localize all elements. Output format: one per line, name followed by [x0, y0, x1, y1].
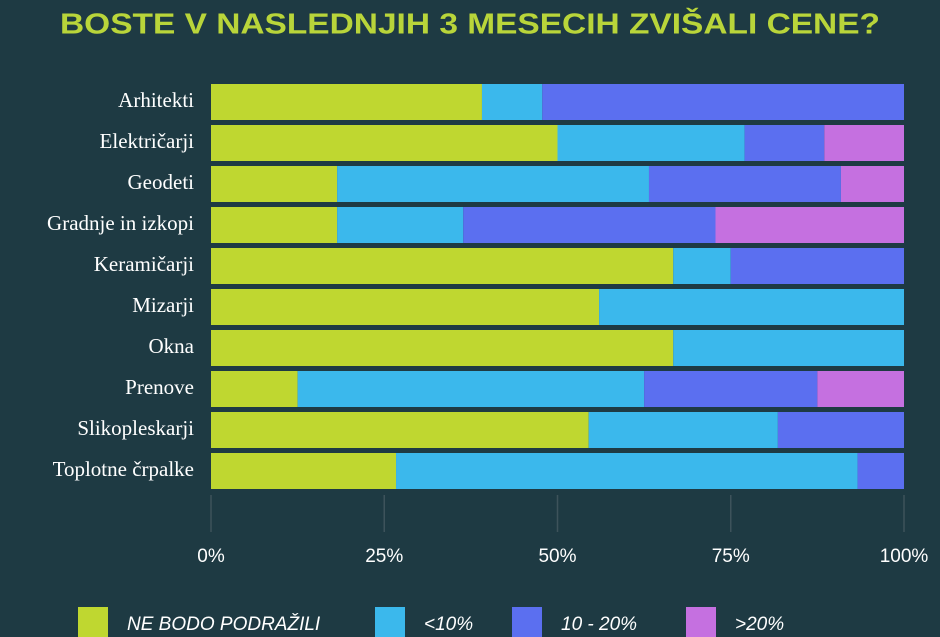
category-label: Arhitekti: [118, 88, 194, 112]
bar-segment: [715, 207, 904, 243]
bar-segment: [648, 166, 841, 202]
x-tick-label: 50%: [538, 546, 576, 567]
bar-segment: [463, 207, 716, 243]
category-label: Mizarji: [132, 293, 194, 317]
category-label: Slikopleskarji: [77, 416, 194, 440]
legend-label: >20%: [735, 614, 784, 635]
category-label: Toplotne črpalke: [53, 457, 194, 481]
chart-title: BOSTE V NASLEDNJIH 3 MESECIH ZVIŠALI CEN…: [60, 7, 880, 41]
legend-swatch: [686, 607, 716, 637]
bar-segment: [817, 371, 904, 407]
x-tick-label: 25%: [365, 546, 403, 567]
bar-segment: [673, 330, 904, 366]
bar-segment: [211, 207, 338, 243]
legend-swatch: [78, 607, 108, 637]
bar-segment: [297, 371, 645, 407]
category-label: Okna: [149, 334, 195, 358]
bar-segment: [211, 453, 397, 489]
bar-segment: [777, 412, 904, 448]
category-label: Prenove: [125, 375, 194, 399]
bar-segment: [557, 125, 745, 161]
category-label: Keramičarji: [94, 252, 194, 276]
bar-segment: [673, 248, 731, 284]
x-tick-label: 100%: [880, 546, 929, 567]
bar-segment: [588, 412, 778, 448]
bar-segment: [744, 125, 825, 161]
bar-segment: [857, 453, 904, 489]
bar-segment: [542, 84, 904, 120]
bar-segment: [211, 166, 338, 202]
x-tick-label: 0%: [197, 546, 225, 567]
bar-segment: [396, 453, 858, 489]
bar-segment: [211, 248, 674, 284]
bar-segment: [599, 289, 904, 325]
bar-segment: [840, 166, 904, 202]
bar-segment: [481, 84, 543, 120]
bar-segment: [211, 125, 558, 161]
bar-segment: [211, 371, 298, 407]
bar-segment: [337, 207, 464, 243]
category-label: Električarji: [100, 129, 195, 153]
legend-swatch: [512, 607, 542, 637]
legend-label: 10 - 20%: [561, 614, 637, 635]
bar-segment: [730, 248, 904, 284]
bar-segment: [824, 125, 904, 161]
bar-segment: [211, 289, 600, 325]
legend-swatch: [375, 607, 405, 637]
category-label: Gradnje in izkopi: [47, 211, 194, 235]
bar-segment: [211, 84, 482, 120]
legend-label: NE BODO PODRAŽILI: [127, 613, 321, 635]
bar-segment: [644, 371, 818, 407]
legend-label: <10%: [424, 614, 473, 635]
bar-segment: [337, 166, 649, 202]
bar-segment: [211, 330, 674, 366]
category-label: Geodeti: [128, 170, 195, 194]
bar-segment: [211, 412, 589, 448]
x-tick-label: 75%: [712, 546, 750, 567]
